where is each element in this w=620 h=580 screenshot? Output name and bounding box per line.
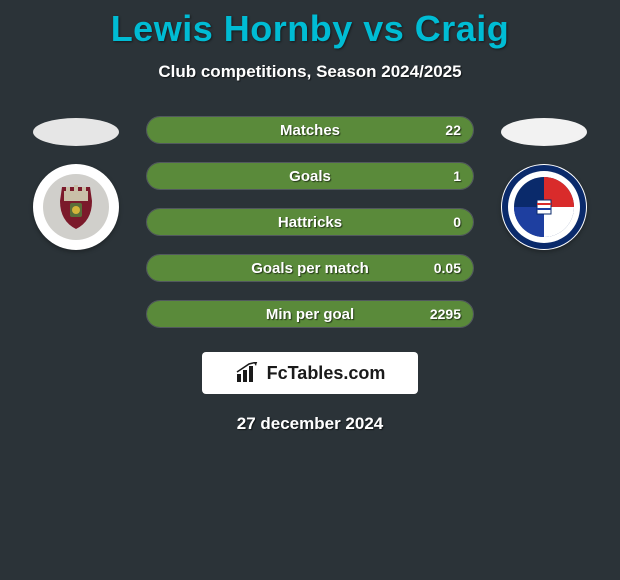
stat-label: Goals (289, 168, 331, 185)
roundel-icon (501, 164, 587, 250)
stat-value-right: 1 (453, 168, 461, 184)
stat-value-right: 2295 (430, 306, 461, 322)
stat-value-right: 0.05 (434, 260, 461, 276)
player-silhouette-left (33, 118, 119, 146)
bar-chart-icon (235, 362, 261, 384)
left-player-column (16, 116, 136, 250)
player-silhouette-right (501, 118, 587, 146)
page-title: Lewis Hornby vs Craig (0, 8, 620, 50)
stat-value-right: 22 (445, 122, 461, 138)
date-line: 27 december 2024 (0, 414, 620, 434)
stat-label: Min per goal (266, 306, 354, 323)
stat-row: Matches 22 (146, 116, 474, 144)
shield-icon (42, 173, 110, 241)
stat-label: Hattricks (278, 214, 342, 231)
main-row: Matches 22 Goals 1 Hattricks 0 Goals per match… (0, 116, 620, 328)
comparison-card: Lewis Hornby vs Craig Club competitions,… (0, 0, 620, 434)
branding-text: FcTables.com (267, 363, 386, 384)
stat-row: Goals per match 0.05 (146, 254, 474, 282)
subtitle: Club competitions, Season 2024/2025 (0, 62, 620, 82)
stat-row: Hattricks 0 (146, 208, 474, 236)
stat-row: Min per goal 2295 (146, 300, 474, 328)
stat-label: Goals per match (251, 260, 369, 277)
branding-box[interactable]: FcTables.com (202, 352, 418, 394)
right-player-column (484, 116, 604, 250)
stat-row: Goals 1 (146, 162, 474, 190)
club-crest-right (501, 164, 587, 250)
stats-column: Matches 22 Goals 1 Hattricks 0 Goals per match… (136, 116, 484, 328)
club-crest-left (33, 164, 119, 250)
stat-label: Matches (280, 122, 340, 139)
stat-value-right: 0 (453, 214, 461, 230)
